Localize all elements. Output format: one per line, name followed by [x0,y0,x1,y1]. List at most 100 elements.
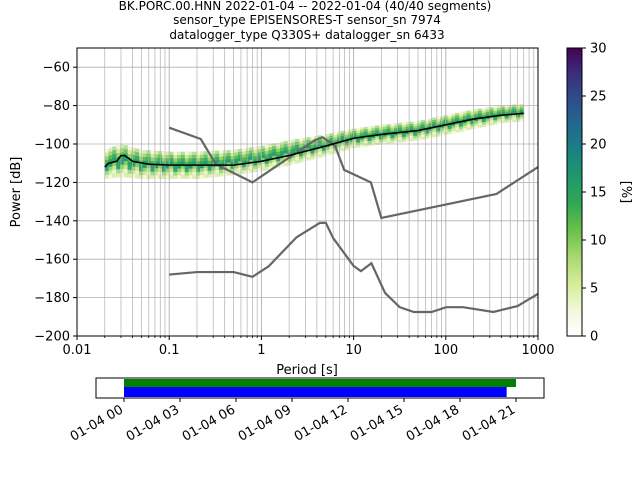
density-cell [127,150,132,155]
density-cell [371,135,376,139]
density-cell [493,108,498,112]
density-cell [466,124,471,128]
colorbar-ticks: 0 5 10 15 20 25 30 [582,42,607,345]
density-cell [219,150,224,155]
density-cell [257,164,262,169]
density-cell [516,117,521,120]
density-cell [359,139,365,143]
density-cell [264,147,269,152]
density-cell [234,155,239,160]
density-cell [439,116,445,119]
density-cell [150,154,155,158]
y-tick-label: −60 [43,61,70,76]
density-cell [192,175,197,179]
density-cell [329,151,334,155]
density-cell [112,150,117,155]
density-cell [123,161,129,166]
density-cell [314,144,319,148]
colorbar-label: [%] [618,181,633,204]
density-cell [409,128,414,132]
density-cell [245,160,250,164]
density-cell [428,135,433,138]
x-tick-label: 1 [257,343,265,358]
colorbar-tick-label: 15 [590,186,607,201]
density-cell [390,128,395,132]
density-cell [295,138,300,143]
x-tick-label: 1000 [521,343,554,358]
density-cell [371,128,376,132]
density-cell [226,172,231,176]
density-cell [371,133,376,136]
density-cell [272,149,277,154]
density-cell [329,133,334,137]
density-cell [462,125,467,129]
density-cell [401,139,407,143]
density-cell [325,152,330,156]
density-cell [291,139,296,143]
y-tick-label: −160 [34,253,70,268]
density-cell [104,171,109,176]
density-cell [432,124,437,128]
density-cell [451,123,456,127]
density-cell [489,122,494,126]
density-cell [131,162,136,167]
density-cell [447,124,452,127]
density-cell [180,155,186,159]
density-cell [386,133,391,137]
density-cell [398,130,403,133]
density-cell [470,112,475,115]
density-cell [161,175,167,179]
timeline-frame [95,377,545,399]
density-cell [348,139,353,142]
density-cell [447,131,452,135]
density-cell [272,155,277,160]
density-cell [279,144,285,149]
timeline-tick-label: 01-04 18 [404,402,462,444]
density-cell [474,109,479,112]
density-cell [398,134,403,138]
density-cell [352,130,357,134]
density-cell [420,134,426,138]
density-cell [485,114,490,118]
density-cell [249,166,254,170]
y-tick-label: −100 [34,138,70,153]
density-cell [409,126,414,130]
density-cell [466,112,471,116]
density-cell [260,167,266,171]
density-cell [390,138,395,141]
plot-background [77,48,538,336]
density-cell [253,153,258,157]
density-cell [299,156,304,160]
density-cell [436,121,441,125]
density-cell [516,119,521,122]
density-cell [466,120,471,123]
density-cell [363,134,368,137]
density-cell [497,112,502,116]
density-cell [405,124,410,128]
density-cell [318,135,323,139]
density-cell [417,125,422,129]
density-cell [470,114,475,118]
density-cell [196,158,201,163]
density-cell [489,106,494,110]
density-cell [268,147,273,151]
density-cell [173,168,178,173]
density-cell [119,156,125,161]
density-cell [497,110,502,113]
density-cell [405,138,410,142]
density-cell [188,175,193,179]
density-cell [299,159,304,163]
density-cell [398,137,403,141]
density-cell [447,128,452,132]
density-cell [173,158,178,163]
density-cell [344,137,349,141]
density-cell [219,172,224,177]
density-cell [439,120,445,124]
density-cell [470,121,475,125]
density-cell [318,140,323,144]
density-cell [478,117,483,121]
density-cell [199,174,205,179]
density-cell [348,136,353,140]
density-cell [455,129,460,133]
y-tick-label: −80 [43,99,70,114]
